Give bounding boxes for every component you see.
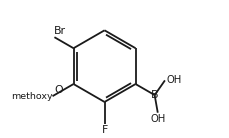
Text: OH: OH [165, 75, 180, 85]
Text: Br: Br [54, 26, 65, 36]
Text: B: B [150, 90, 158, 100]
Text: OH: OH [150, 114, 165, 124]
Text: O: O [55, 85, 63, 95]
Text: methoxy: methoxy [11, 92, 52, 101]
Text: F: F [101, 125, 107, 135]
